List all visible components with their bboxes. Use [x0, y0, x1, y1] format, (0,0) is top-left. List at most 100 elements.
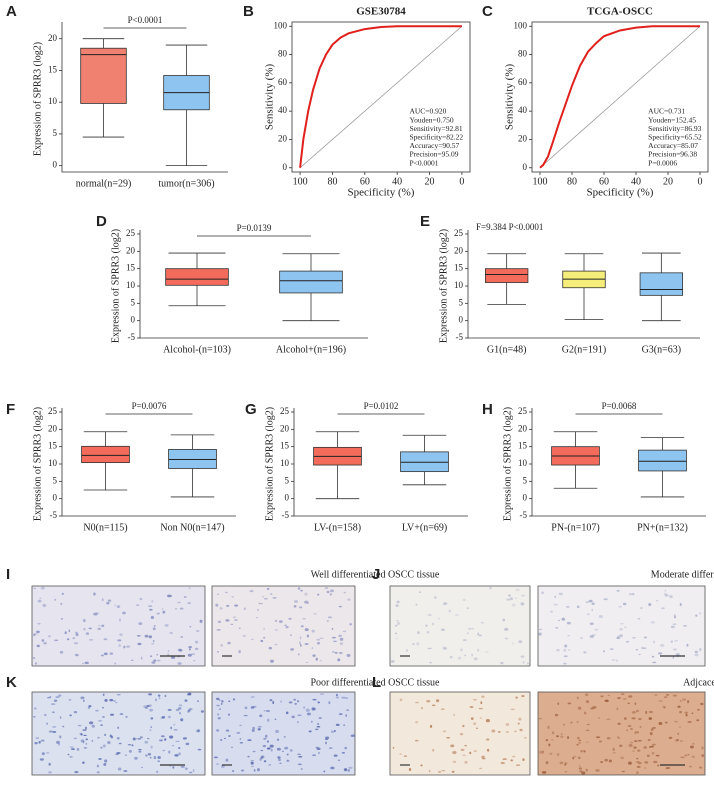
texture: [564, 763, 567, 766]
texture: [91, 724, 95, 728]
texture: [263, 597, 268, 600]
texture: [672, 694, 678, 697]
texture: [68, 699, 72, 701]
texture: [103, 763, 107, 766]
texture: [268, 646, 273, 650]
panel-letter: E: [420, 213, 430, 230]
texture: [486, 738, 490, 741]
texture: [117, 639, 122, 642]
texture: [472, 698, 477, 701]
plot-frame: [531, 21, 709, 173]
texture: [220, 702, 223, 705]
texture: [269, 699, 273, 702]
texture: [283, 735, 286, 738]
texture: [221, 700, 224, 703]
texture: [159, 739, 163, 742]
texture: [278, 758, 281, 762]
texture: [62, 725, 65, 728]
texture: [104, 759, 108, 763]
texture: [161, 715, 166, 719]
texture: [505, 730, 509, 734]
texture: [160, 717, 163, 720]
texture: [684, 711, 689, 714]
texture: [573, 755, 577, 758]
texture: [299, 644, 302, 647]
texture: [328, 747, 333, 749]
x-tick-label: 100: [293, 176, 308, 187]
texture: [349, 623, 352, 626]
texture: [94, 612, 98, 616]
y-tick-label: 15: [518, 441, 528, 451]
texture: [33, 587, 37, 590]
texture: [219, 607, 223, 610]
texture: [323, 770, 326, 773]
texture: [312, 698, 317, 701]
texture: [486, 748, 490, 752]
texture: [644, 761, 649, 764]
texture: [47, 696, 50, 699]
texture: [450, 744, 455, 748]
texture: [163, 738, 167, 742]
texture: [72, 637, 76, 639]
texture: [636, 757, 639, 760]
texture: [324, 587, 329, 590]
texture: [151, 643, 155, 645]
panel-letter: J: [372, 566, 380, 583]
texture: [648, 710, 654, 714]
texture: [276, 747, 282, 751]
texture: [607, 694, 611, 697]
texture: [82, 699, 85, 703]
texture: [576, 605, 580, 609]
texture: [395, 637, 398, 640]
y-tick-label: 0: [523, 162, 528, 172]
texture: [82, 761, 85, 764]
texture: [156, 653, 159, 656]
texture: [95, 709, 99, 712]
panel-letter: D: [96, 213, 107, 230]
texture: [316, 593, 320, 596]
texture: [117, 767, 122, 771]
texture: [414, 739, 419, 742]
texture: [164, 694, 167, 698]
texture: [140, 656, 143, 660]
p-value: P=0.0068: [602, 401, 637, 411]
texture: [510, 759, 514, 762]
texture: [518, 717, 522, 721]
y-tick-label: 5: [131, 297, 136, 307]
texture: [511, 603, 516, 607]
texture: [293, 605, 297, 608]
y-tick-label: 20: [278, 134, 288, 144]
texture: [644, 767, 647, 769]
texture: [316, 641, 320, 645]
texture: [148, 605, 153, 607]
texture: [643, 746, 647, 749]
texture: [125, 716, 128, 718]
x-axis-label: Specificity (%): [348, 187, 415, 199]
texture: [334, 651, 338, 654]
y-tick-label: 80: [278, 49, 288, 59]
texture: [563, 662, 567, 665]
texture: [429, 724, 433, 728]
texture: [126, 645, 131, 648]
texture: [636, 765, 641, 768]
texture: [432, 748, 435, 752]
x-tick-label: 20: [663, 176, 673, 187]
texture: [591, 602, 595, 606]
x-tick-label: LV-(n=158): [314, 522, 361, 533]
panel-letter: B: [243, 3, 254, 20]
texture: [216, 704, 220, 707]
texture: [652, 743, 656, 746]
texture: [234, 604, 239, 607]
x-tick-label: LV+(n=69): [402, 522, 447, 533]
texture: [141, 766, 143, 769]
texture: [147, 752, 152, 756]
texture: [500, 761, 505, 765]
texture: [664, 594, 669, 597]
texture: [228, 700, 231, 703]
texture: [695, 614, 698, 617]
texture: [184, 699, 188, 702]
texture: [199, 619, 203, 623]
texture: [305, 708, 310, 712]
texture: [255, 617, 258, 619]
texture: [602, 650, 606, 653]
